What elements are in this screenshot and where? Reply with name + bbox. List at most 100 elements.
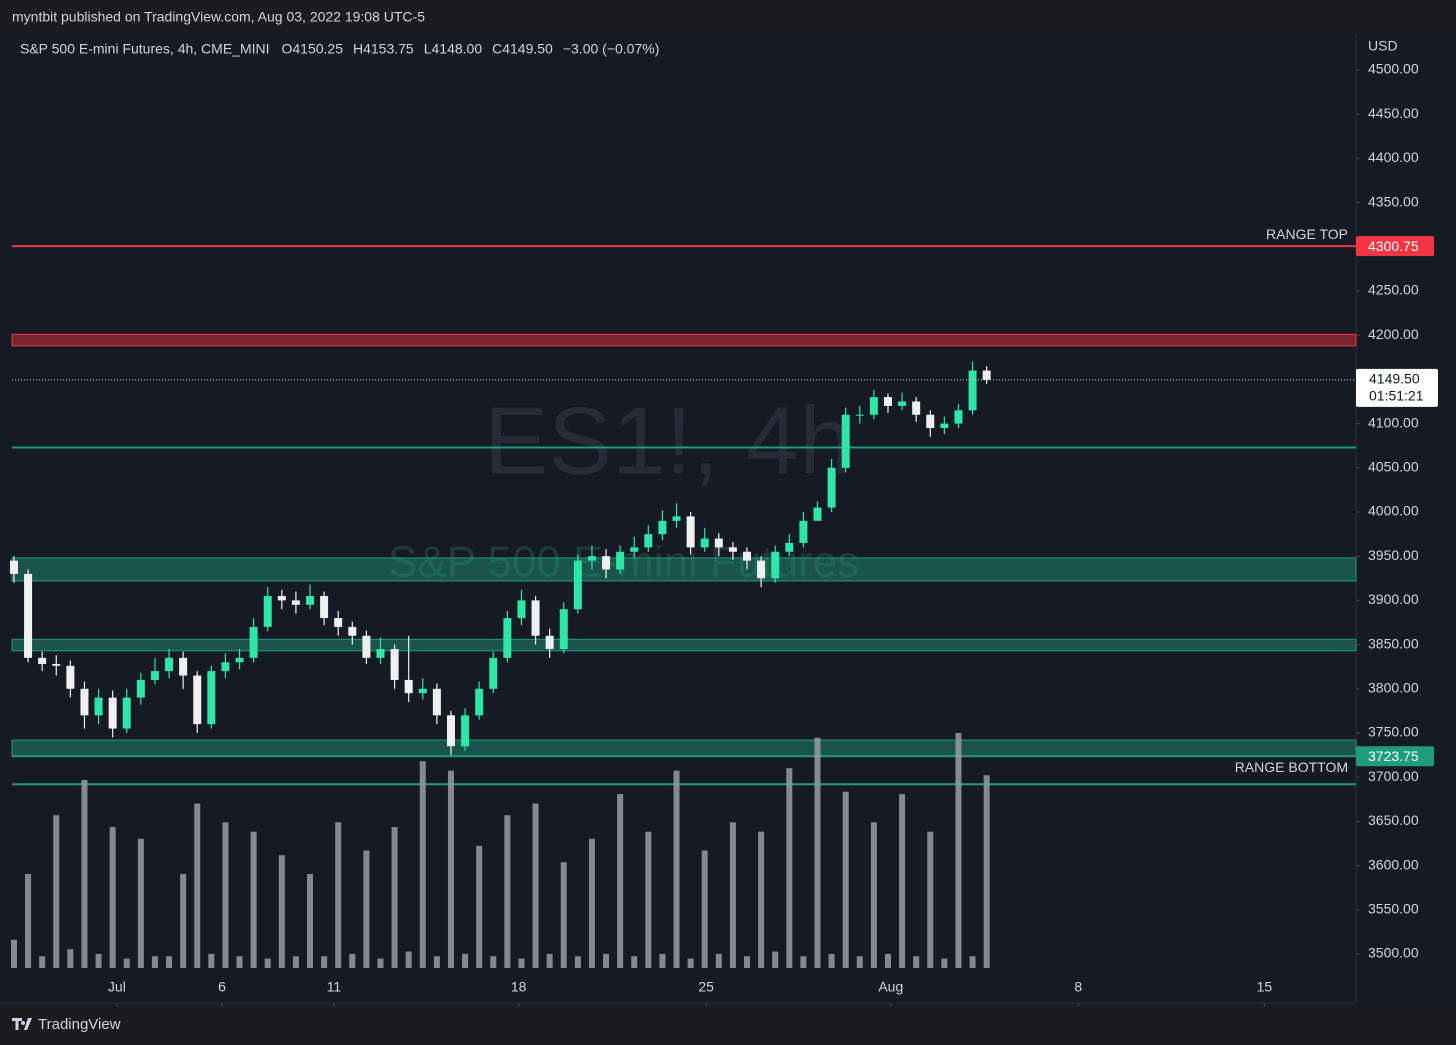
candle-body (602, 556, 611, 570)
candle-body (982, 370, 991, 380)
ohlc-value: C4149.50 (492, 41, 553, 57)
candle-body (52, 664, 61, 666)
volume-bar (476, 845, 483, 968)
x-tick-label: 6 (218, 979, 226, 995)
volume-bar (222, 822, 229, 968)
last-price-box (1356, 368, 1438, 407)
candle-body (24, 573, 33, 658)
volume-bar (363, 850, 370, 968)
candle-body (193, 675, 202, 725)
chart-title: S&P 500 E-mini Futures, 4h, CME_MINI (20, 41, 270, 57)
candle-body (221, 662, 230, 672)
volume-bar (645, 831, 652, 968)
volume-bar (546, 953, 553, 968)
candle-body (136, 679, 145, 698)
zone (11, 557, 1357, 582)
y-tick-label: 4050.00 (1368, 458, 1419, 474)
candle-body (658, 520, 667, 535)
y-tick-label: 3500.00 (1368, 945, 1419, 961)
volume-bar (814, 737, 821, 968)
volume-bar (927, 831, 934, 968)
volume-bar (25, 874, 32, 968)
candle-body (898, 401, 907, 406)
volume-bar (687, 958, 694, 968)
x-tick-label: 18 (511, 979, 527, 995)
candle-body (362, 635, 371, 658)
y-tick-label: 3600.00 (1368, 856, 1419, 872)
volume-bar (870, 822, 877, 968)
volume-bar (532, 803, 539, 968)
volume-bar (377, 958, 384, 968)
candle-body (940, 423, 949, 429)
ohlc-value: O4150.25 (282, 41, 344, 57)
volume-bar (715, 953, 722, 968)
volume-bar (39, 956, 46, 968)
candle-body (94, 697, 103, 716)
unit: USD (1368, 38, 1398, 54)
volume-bar (81, 780, 88, 968)
candle-body (672, 516, 681, 521)
candle-body (277, 595, 286, 601)
candle-body (869, 397, 878, 415)
volume-bar (772, 951, 779, 968)
candle-body (122, 697, 131, 729)
volume-bar (617, 794, 624, 968)
candle-body (66, 665, 75, 689)
volume-bar (729, 822, 736, 968)
y-tick-label: 3550.00 (1368, 901, 1419, 917)
candle-body (616, 551, 625, 570)
candle-body (728, 547, 737, 552)
footer-brand: TradingView (38, 1016, 121, 1033)
y-tick-label: 4000.00 (1368, 503, 1419, 519)
volume-bar (250, 831, 257, 968)
volume-bar (490, 956, 497, 968)
price-label-box (1356, 746, 1434, 767)
ohlc-value: H4153.75 (353, 41, 414, 57)
candle-body (165, 657, 174, 672)
candle-body (785, 542, 794, 552)
volume-bar (574, 956, 581, 968)
volume-bar (969, 956, 976, 968)
candle-body (587, 556, 596, 561)
zone (11, 333, 1357, 347)
candle-body (517, 600, 526, 619)
volume-bar (983, 775, 990, 968)
ohlc-value: −3.00 (−0.07%) (563, 41, 660, 57)
volume-bar (884, 953, 891, 968)
x-tick-label: Jul (108, 979, 126, 995)
candle-body (9, 560, 18, 574)
volume-bar (603, 953, 610, 968)
volume-bar (560, 862, 567, 968)
volume-bar (236, 956, 243, 968)
volume-bar (941, 958, 948, 968)
price-label-box (1356, 236, 1434, 257)
countdown: 01:51:21 (1369, 388, 1424, 404)
footer-bar (0, 1003, 1456, 1045)
volume-bar (955, 733, 962, 968)
volume-bar (588, 838, 595, 968)
volume-bar (405, 951, 412, 968)
candle-body (179, 657, 188, 676)
candle-body (306, 595, 315, 605)
volume-bar (307, 874, 314, 968)
candle-body (827, 467, 836, 508)
logo (12, 1018, 32, 1030)
volume-bar (109, 827, 116, 968)
candle-body (757, 560, 766, 579)
candle-body (108, 697, 117, 729)
y-tick-label: 4350.00 (1368, 193, 1419, 209)
candle-body (461, 715, 470, 747)
x-tick-label: 15 (1257, 979, 1273, 995)
volume-bar (321, 956, 328, 968)
candle-body (235, 657, 244, 663)
y-tick-label: 4400.00 (1368, 149, 1419, 165)
x-tick-label: 11 (327, 979, 342, 995)
candle-body (883, 397, 892, 406)
volume-bar (433, 956, 440, 968)
candle-body (404, 679, 413, 694)
volume-bar (447, 770, 454, 968)
candle-body (80, 688, 89, 716)
y-tick-label: 4450.00 (1368, 105, 1419, 121)
candle-body (376, 649, 385, 658)
